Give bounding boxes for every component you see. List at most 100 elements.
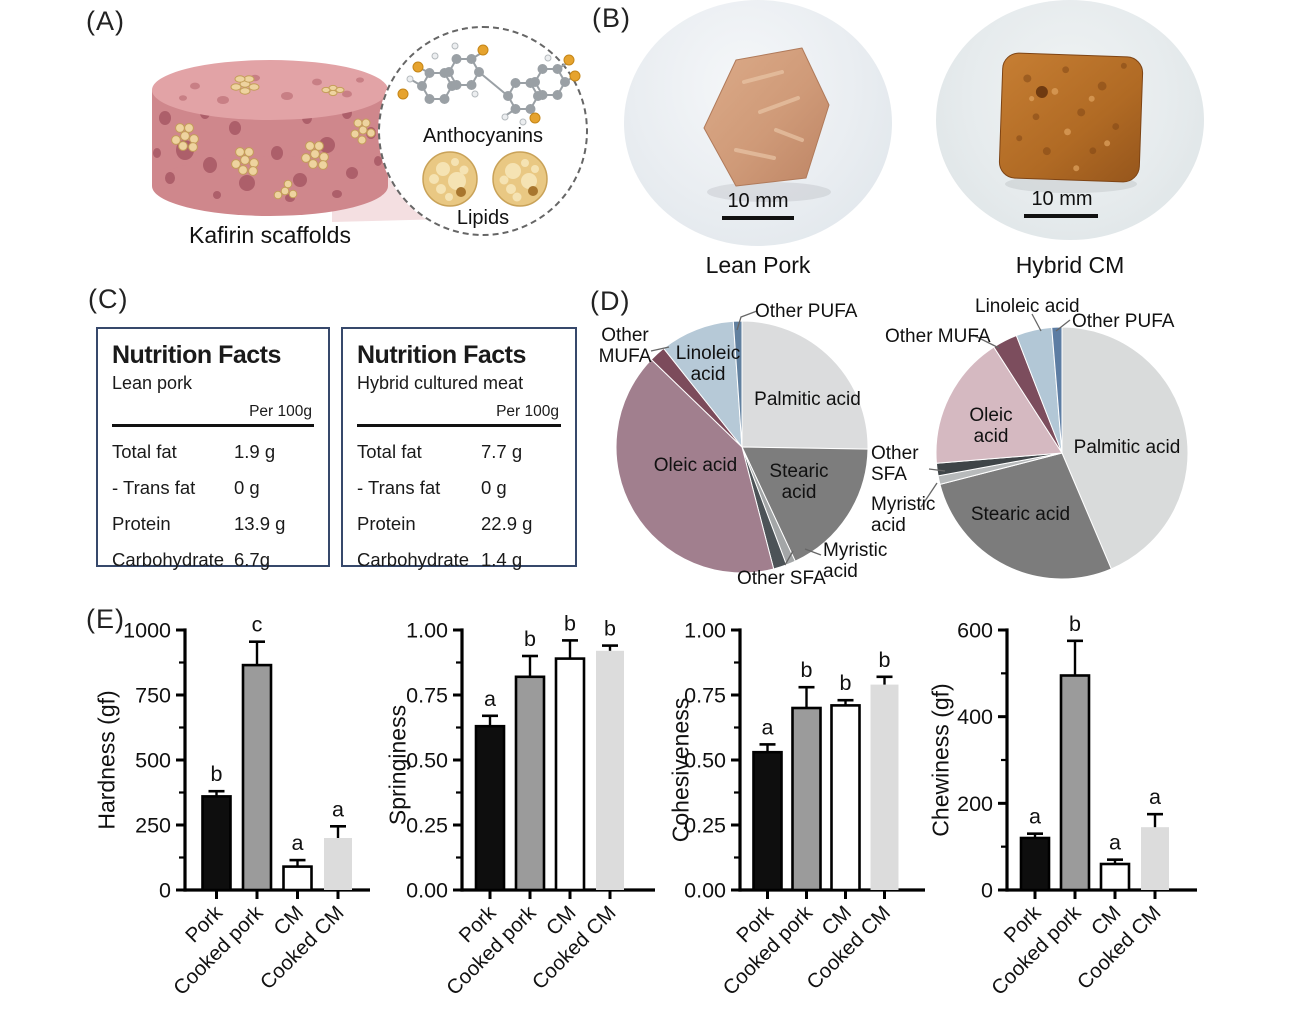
row-value: 1.4 g (481, 549, 523, 570)
row-label: - Trans fat (357, 477, 441, 498)
svg-text:200: 200 (957, 792, 993, 816)
scale-bar-label: 10 mm (1031, 188, 1093, 210)
pie-label-myristic: Myristic acid (871, 494, 936, 537)
pie-label-oleic: Oleic acid (969, 405, 1013, 448)
svg-text:0.25: 0.25 (684, 814, 726, 838)
svg-text:0.75: 0.75 (406, 684, 448, 708)
svg-text:a: a (292, 831, 304, 855)
svg-text:a: a (762, 715, 774, 739)
pie-chart-hybrid-cm (935, 326, 1189, 580)
pie-label-stearic: Stearic acid (970, 504, 1071, 525)
lean-pork-photo: 10 mm (624, 0, 892, 246)
row-value: 6.7g (234, 549, 271, 570)
springiness-y-axis-title: Springiness (384, 704, 411, 826)
pie-label-linoleic: Linoleic acid (675, 343, 741, 386)
svg-text:0: 0 (159, 879, 171, 903)
table-row: Carbohydrate 1.4 g (357, 549, 561, 571)
lean-pork-meat-image (703, 47, 831, 202)
cohesiveness-y-axis-title: Cohesiveness (667, 697, 694, 843)
table-row: Carbohydrate 6.7g (112, 549, 314, 571)
row-label: Protein (357, 513, 416, 534)
pie-label-other-pufa: Other PUFA (755, 301, 858, 322)
panel-c-label: (C) (88, 284, 129, 314)
row-value: 22.9 g (481, 513, 533, 534)
nutrition-title: Nutrition Facts (357, 341, 526, 369)
table-row: - Trans fat 0 g (357, 477, 561, 499)
chewiness-chart: Chewiness (gf) 0 200 400 600 a Pork b Cooked po… (920, 600, 1220, 1017)
pie-label-other-mufa: Other MUFA (598, 325, 652, 368)
svg-text:0.50: 0.50 (406, 749, 448, 773)
svg-text:600: 600 (957, 619, 993, 643)
pie-label-other-sfa: Other SFA (871, 443, 919, 486)
svg-text:b: b (879, 648, 891, 672)
nutrition-title: Nutrition Facts (112, 341, 281, 369)
panel-b-label: (B) (592, 3, 631, 33)
lean-pork-caption: Lean Pork (705, 252, 811, 278)
scale-bar-label: 10 mm (727, 190, 789, 212)
pie-label-stearic: Stearic acid (769, 461, 829, 504)
svg-text:1.00: 1.00 (406, 619, 448, 643)
svg-text:0.50: 0.50 (684, 749, 726, 773)
table-row: Protein 22.9 g (357, 513, 561, 535)
nutrition-unit-header: Per 100g (496, 403, 559, 420)
pie-label-palmitic: Palmitic acid (1073, 437, 1181, 458)
anthocyanins-label: Anthocyanins (422, 125, 544, 147)
svg-text:b: b (604, 617, 616, 641)
svg-text:b: b (564, 611, 576, 635)
svg-text:a: a (332, 797, 344, 821)
divider (357, 424, 561, 427)
panel-d: (D) Other PUFA Other MUFA Linoleic acid … (585, 285, 1304, 615)
row-value: 0 g (481, 477, 507, 498)
pie-label-linoleic: Linoleic acid (975, 296, 1080, 317)
row-value: 13.9 g (234, 513, 286, 534)
svg-text:1.00: 1.00 (684, 619, 726, 643)
table-row: Total fat 1.9 g (112, 441, 314, 463)
svg-text:c: c (252, 613, 263, 637)
row-label: Total fat (357, 441, 422, 462)
svg-text:b: b (524, 627, 536, 651)
svg-text:a: a (1029, 805, 1041, 829)
kafirin-scaffold-illustration (152, 60, 388, 216)
svg-text:0.00: 0.00 (406, 879, 448, 903)
hardness-y-axis-title: Hardness (gf) (93, 690, 120, 830)
nutrition-subtitle: Lean pork (112, 373, 193, 393)
row-label: Carbohydrate (112, 549, 225, 570)
pie-label-other-sfa: Other SFA (737, 568, 826, 589)
scaffold-caption: Kafirin scaffolds (189, 222, 351, 248)
nutrition-table-lean-pork: Nutrition Facts Lean pork Per 100g Total… (96, 327, 330, 570)
lipids-label: Lipids (456, 207, 510, 229)
anthocyanin-molecule-icon (397, 42, 581, 126)
nutrition-subtitle: Hybrid cultured meat (357, 373, 524, 393)
svg-text:0.25: 0.25 (406, 814, 448, 838)
hybrid-cm-meat-image (998, 52, 1144, 193)
scale-bar (1024, 214, 1098, 218)
svg-text:250: 250 (135, 814, 171, 838)
panel-a-label: (A) (86, 6, 125, 36)
svg-text:500: 500 (135, 749, 171, 773)
svg-text:b: b (211, 762, 223, 786)
nutrition-unit-header: Per 100g (249, 403, 312, 420)
magnifier-circle: Anthocyanins Lipids (378, 26, 588, 236)
svg-text:0: 0 (981, 879, 993, 903)
scale-bar (722, 216, 794, 220)
svg-text:b: b (1069, 612, 1081, 636)
pie-label-other-pufa: Other PUFA (1072, 311, 1175, 332)
svg-text:750: 750 (135, 684, 171, 708)
springiness-chart: Springiness 0.00 0.25 0.50 0.75 1.00 a Pork b Co… (375, 600, 675, 1017)
pie-label-oleic: Oleic acid (653, 455, 738, 476)
row-label: Carbohydrate (357, 549, 470, 570)
divider (112, 424, 314, 427)
row-label: - Trans fat (112, 477, 196, 498)
row-value: 1.9 g (234, 441, 276, 462)
lipid-droplets-icon (422, 151, 548, 207)
row-value: 7.7 g (481, 441, 523, 462)
row-value: 0 g (234, 477, 260, 498)
panel-d-label: (D) (590, 286, 631, 316)
row-label: Total fat (112, 441, 177, 462)
svg-text:a: a (1109, 831, 1121, 855)
svg-text:1000: 1000 (123, 619, 171, 643)
svg-text:b: b (801, 658, 813, 682)
